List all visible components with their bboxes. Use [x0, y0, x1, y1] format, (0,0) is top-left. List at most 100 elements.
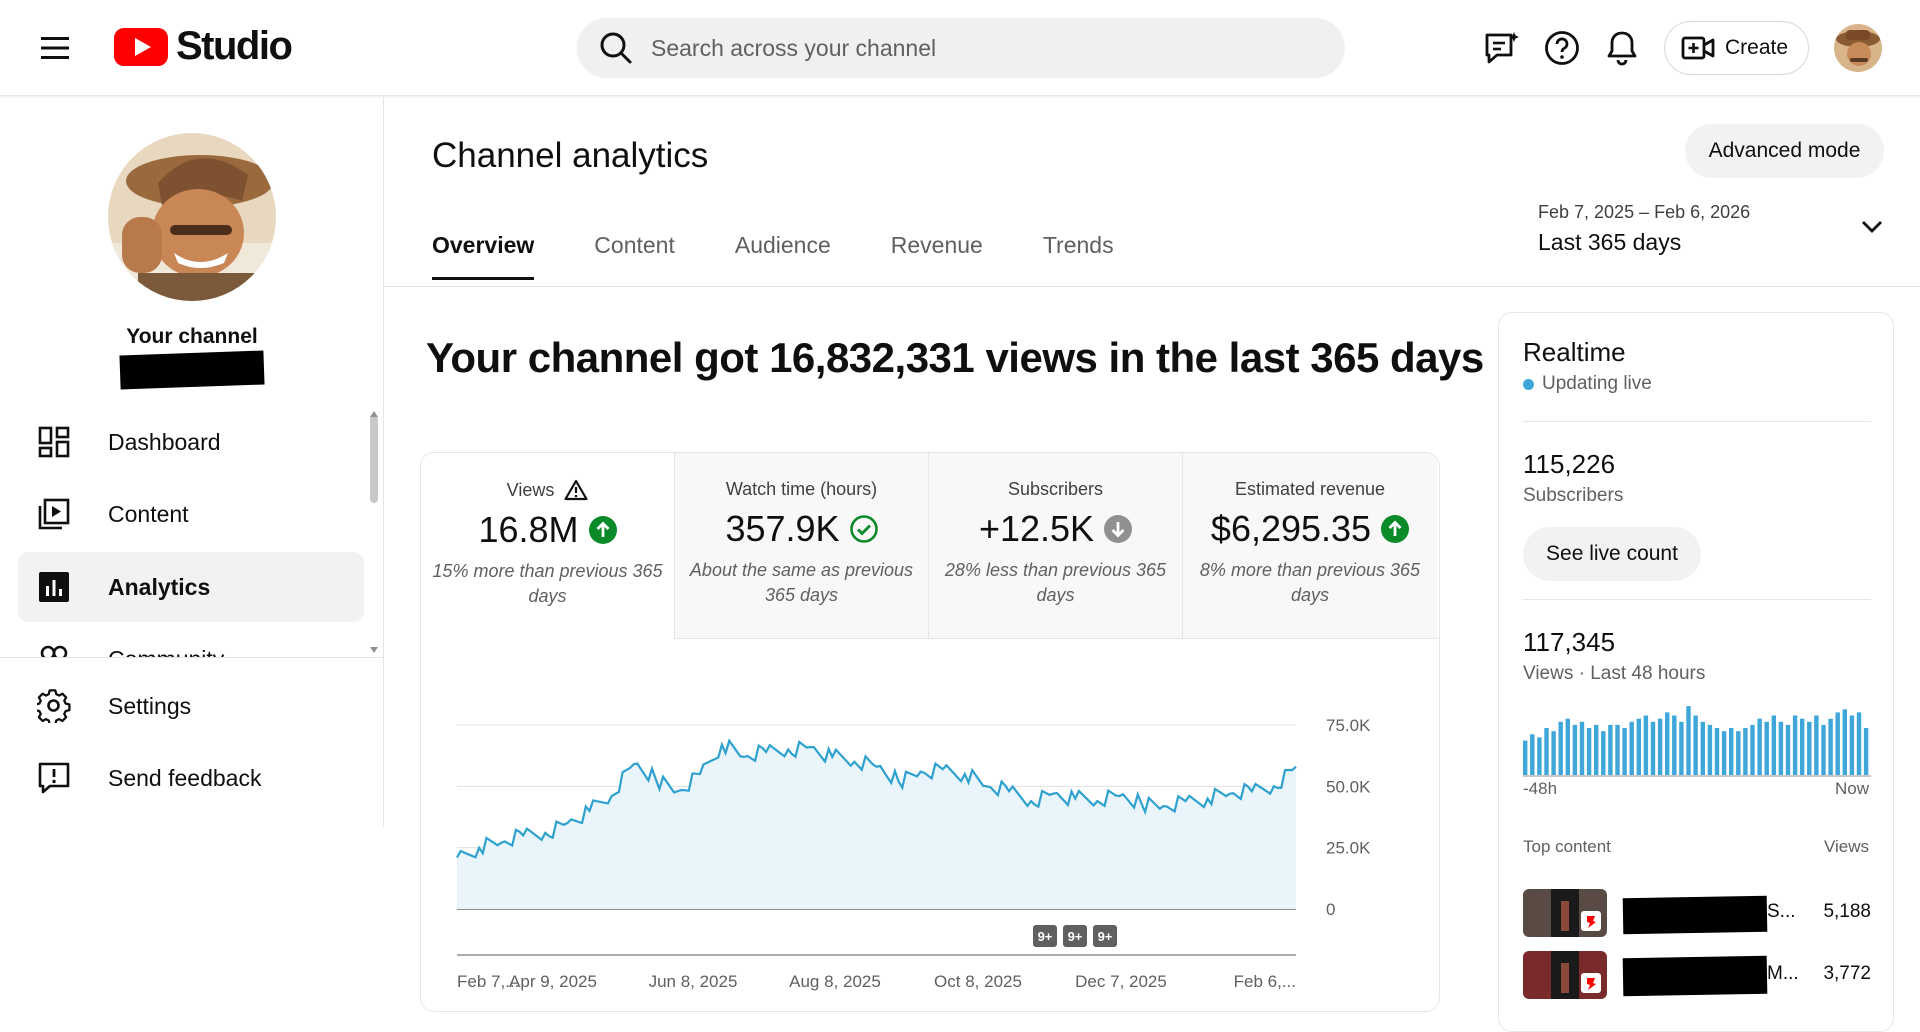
realtime-axis-start: -48h	[1523, 779, 1558, 798]
views-chart[interactable]: 75.0K 50.0K 25.0K 0 9+ 9+ 9+ Feb 7,...Apr 9, 20…	[421, 639, 1440, 1012]
realtime-bar	[1579, 721, 1585, 775]
metric-watch-time[interactable]: Watch time (hours) 357.9K About the same…	[675, 453, 929, 639]
realtime-axis-end: Now	[1834, 779, 1869, 798]
search-bar[interactable]	[577, 18, 1345, 78]
tab-audience[interactable]: Audience	[734, 232, 831, 258]
realtime-bar-chart[interactable]	[1523, 703, 1871, 779]
arrow-down-circle-icon	[1104, 515, 1133, 543]
y-tick-label: 75.0K	[1326, 716, 1371, 735]
realtime-subscribers-value: 115,226	[1523, 449, 1616, 479]
tab-trends[interactable]: Trends	[1042, 232, 1114, 258]
metric-note: 28% less than previous 365 days	[944, 560, 1167, 605]
realtime-bar	[1594, 724, 1599, 775]
x-tick-label: Feb 6,...	[1234, 972, 1296, 991]
top-content-row[interactable]: M... 3,772	[1523, 951, 1871, 999]
views-headline: Your channel got 16,832,331 views in the…	[426, 334, 1484, 381]
advanced-mode-button[interactable]: Advanced mode	[1685, 124, 1884, 178]
metric-label: Views	[506, 479, 555, 500]
realtime-title: Realtime	[1523, 337, 1626, 367]
tab-content[interactable]: Content	[594, 232, 675, 258]
realtime-bar	[1714, 728, 1720, 775]
tab-overview[interactable]: Overview	[432, 232, 535, 280]
help-icon[interactable]	[1542, 28, 1582, 68]
x-tick-label: Feb 7,...	[457, 972, 519, 991]
sidebar-scroll-clip: Community	[0, 627, 370, 657]
sidebar-scrollbar[interactable]	[370, 415, 378, 503]
realtime-bar	[1842, 709, 1847, 775]
metric-views[interactable]: Views 16.8M 15% more than previous 365 d…	[421, 453, 675, 639]
tabs-divider	[384, 286, 1920, 287]
tab-revenue[interactable]: Revenue	[890, 232, 983, 258]
metric-note: About the same as previous 365 days	[689, 560, 914, 605]
notifications-icon[interactable]	[1602, 28, 1642, 68]
feedback-icon	[36, 760, 72, 796]
metric-revenue[interactable]: Estimated revenue $6,295.35 8% more than…	[1183, 453, 1437, 639]
sidebar-item-label: Send feedback	[108, 764, 262, 791]
realtime-bar	[1750, 724, 1755, 775]
metric-value: $6,295.35	[1210, 508, 1372, 549]
sidebar-item-send-feedback[interactable]: Send feedback	[18, 743, 364, 813]
realtime-bar	[1523, 740, 1528, 775]
warning-icon[interactable]	[564, 479, 588, 501]
realtime-bar	[1657, 718, 1663, 775]
annotation-label: 9+	[1068, 929, 1083, 944]
video-thumbnail	[1523, 951, 1607, 999]
scroll-up-arrow-icon[interactable]	[370, 411, 378, 417]
search-icon	[599, 31, 633, 65]
sidebar-divider	[0, 657, 384, 658]
sidebar-item-content[interactable]: Content	[18, 479, 364, 549]
realtime-bar	[1835, 712, 1840, 775]
gear-icon	[36, 688, 72, 724]
realtime-bar	[1629, 721, 1634, 775]
feedback-chat-icon[interactable]	[1482, 28, 1522, 68]
realtime-bar	[1601, 731, 1606, 775]
check-circle-icon	[849, 515, 878, 543]
realtime-bar	[1785, 724, 1791, 775]
realtime-bar	[1622, 728, 1627, 775]
sidebar-item-community[interactable]: Community	[18, 627, 364, 657]
realtime-divider	[1523, 421, 1871, 422]
date-range-dates: Feb 7, 2025 – Feb 6, 2026	[1538, 202, 1751, 222]
create-button[interactable]: Create	[1664, 21, 1809, 75]
y-tick-label: 0	[1326, 900, 1335, 919]
date-range-selector[interactable]: Feb 7, 2025 – Feb 6, 2026 Last 365 days	[1538, 202, 1884, 256]
series-line	[456, 738, 1297, 859]
realtime-bar	[1565, 718, 1570, 775]
video-add-icon	[1681, 35, 1715, 61]
realtime-bar	[1764, 721, 1769, 775]
sidebar-item-analytics[interactable]: Analytics	[18, 552, 364, 622]
see-live-count-button[interactable]: See live count	[1523, 527, 1701, 581]
video-views: 5,188	[1823, 901, 1871, 922]
channel-avatar[interactable]	[108, 133, 276, 301]
menu-icon[interactable]	[36, 30, 76, 66]
scroll-down-arrow-icon[interactable]	[370, 647, 378, 653]
realtime-views-value: 117,345	[1523, 627, 1616, 657]
realtime-bar	[1863, 728, 1869, 775]
realtime-subscribers-label: Subscribers	[1523, 485, 1624, 506]
realtime-bar	[1757, 718, 1762, 775]
top-content-row[interactable]: S... 5,188	[1523, 889, 1871, 937]
annotation-badge	[1093, 925, 1117, 947]
realtime-bar	[1707, 724, 1713, 775]
annotation-badge	[1033, 925, 1057, 947]
sidebar-item-dashboard[interactable]: Dashboard	[18, 407, 364, 477]
realtime-panel: Realtime Updating live 115,226 Subscribe…	[1498, 312, 1894, 1032]
metric-value: +12.5K	[978, 508, 1095, 549]
account-avatar[interactable]	[1834, 24, 1882, 72]
create-label: Create	[1725, 36, 1789, 59]
realtime-bar	[1821, 724, 1826, 775]
sidebar-item-label: Community	[108, 646, 224, 658]
metric-subscribers[interactable]: Subscribers +12.5K 28% less than previou…	[929, 453, 1183, 639]
video-title-tail: M...	[1767, 963, 1799, 984]
analytics-icon	[36, 569, 72, 605]
metric-label: Subscribers	[1007, 479, 1104, 499]
x-tick-label: Apr 9, 2025	[509, 972, 597, 991]
studio-logo[interactable]: Studio	[114, 24, 293, 69]
chevron-down-icon	[1860, 218, 1884, 234]
search-input[interactable]	[651, 34, 1291, 62]
metric-value: 16.8M	[478, 509, 579, 550]
realtime-bar	[1736, 731, 1741, 775]
realtime-bar	[1729, 728, 1734, 775]
sidebar-item-settings[interactable]: Settings	[18, 671, 364, 741]
x-tick-label: Oct 8, 2025	[934, 972, 1022, 991]
